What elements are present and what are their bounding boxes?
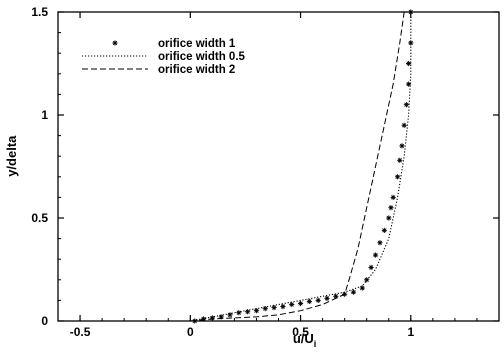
data-point [236,310,242,316]
series-layer [190,9,414,324]
y-tick-label: 1 [41,108,48,122]
data-point [297,300,304,307]
data-point [405,60,412,67]
data-point [377,240,383,246]
data-point [403,102,409,108]
data-point [388,205,394,211]
data-point [306,298,312,305]
data-point [368,264,374,271]
data-point [399,143,405,149]
data-point [280,303,286,310]
data-point [245,309,251,315]
series-line [190,11,405,322]
data-point [372,252,379,258]
y-tick-label: 0.5 [31,211,48,225]
x-axis-label: u/Ui [293,331,316,349]
data-point [350,289,357,295]
legend-marker [112,40,118,46]
x-tick-label: 1 [407,325,414,339]
axis-ticks: -0.5 0 0.5 1 0 0.5 1 1.5 [31,5,499,339]
legend-item: orifice width 0.5 [82,51,246,63]
data-point [394,174,401,180]
data-point [315,297,321,303]
data-point [381,227,387,233]
x-tick-label: 0.5 [292,325,309,339]
y-tick-label: 0 [41,314,48,328]
data-point [253,308,260,314]
data-point [289,301,295,308]
y-axis-label: y/delta [4,135,19,177]
series-3 [190,11,405,322]
legend-label: orifice width 2 [158,64,235,76]
data-point [200,316,207,322]
x-tick-label: 0 [187,325,194,339]
y-tick-label: 1.5 [31,5,48,19]
data-point [262,306,268,312]
data-point [359,285,365,291]
plot-frame [57,11,500,322]
data-point [390,194,396,200]
data-point [397,157,403,163]
legend-label: orifice width 0.5 [158,51,246,63]
legend-item: orifice width 1 [112,38,236,50]
x-tick-label: -0.5 [70,325,91,339]
data-point [324,295,330,301]
data-point [401,122,407,128]
data-point [386,215,392,221]
legend-item: orifice width 2 [82,64,235,76]
legend-label: orifice width 1 [158,38,236,50]
